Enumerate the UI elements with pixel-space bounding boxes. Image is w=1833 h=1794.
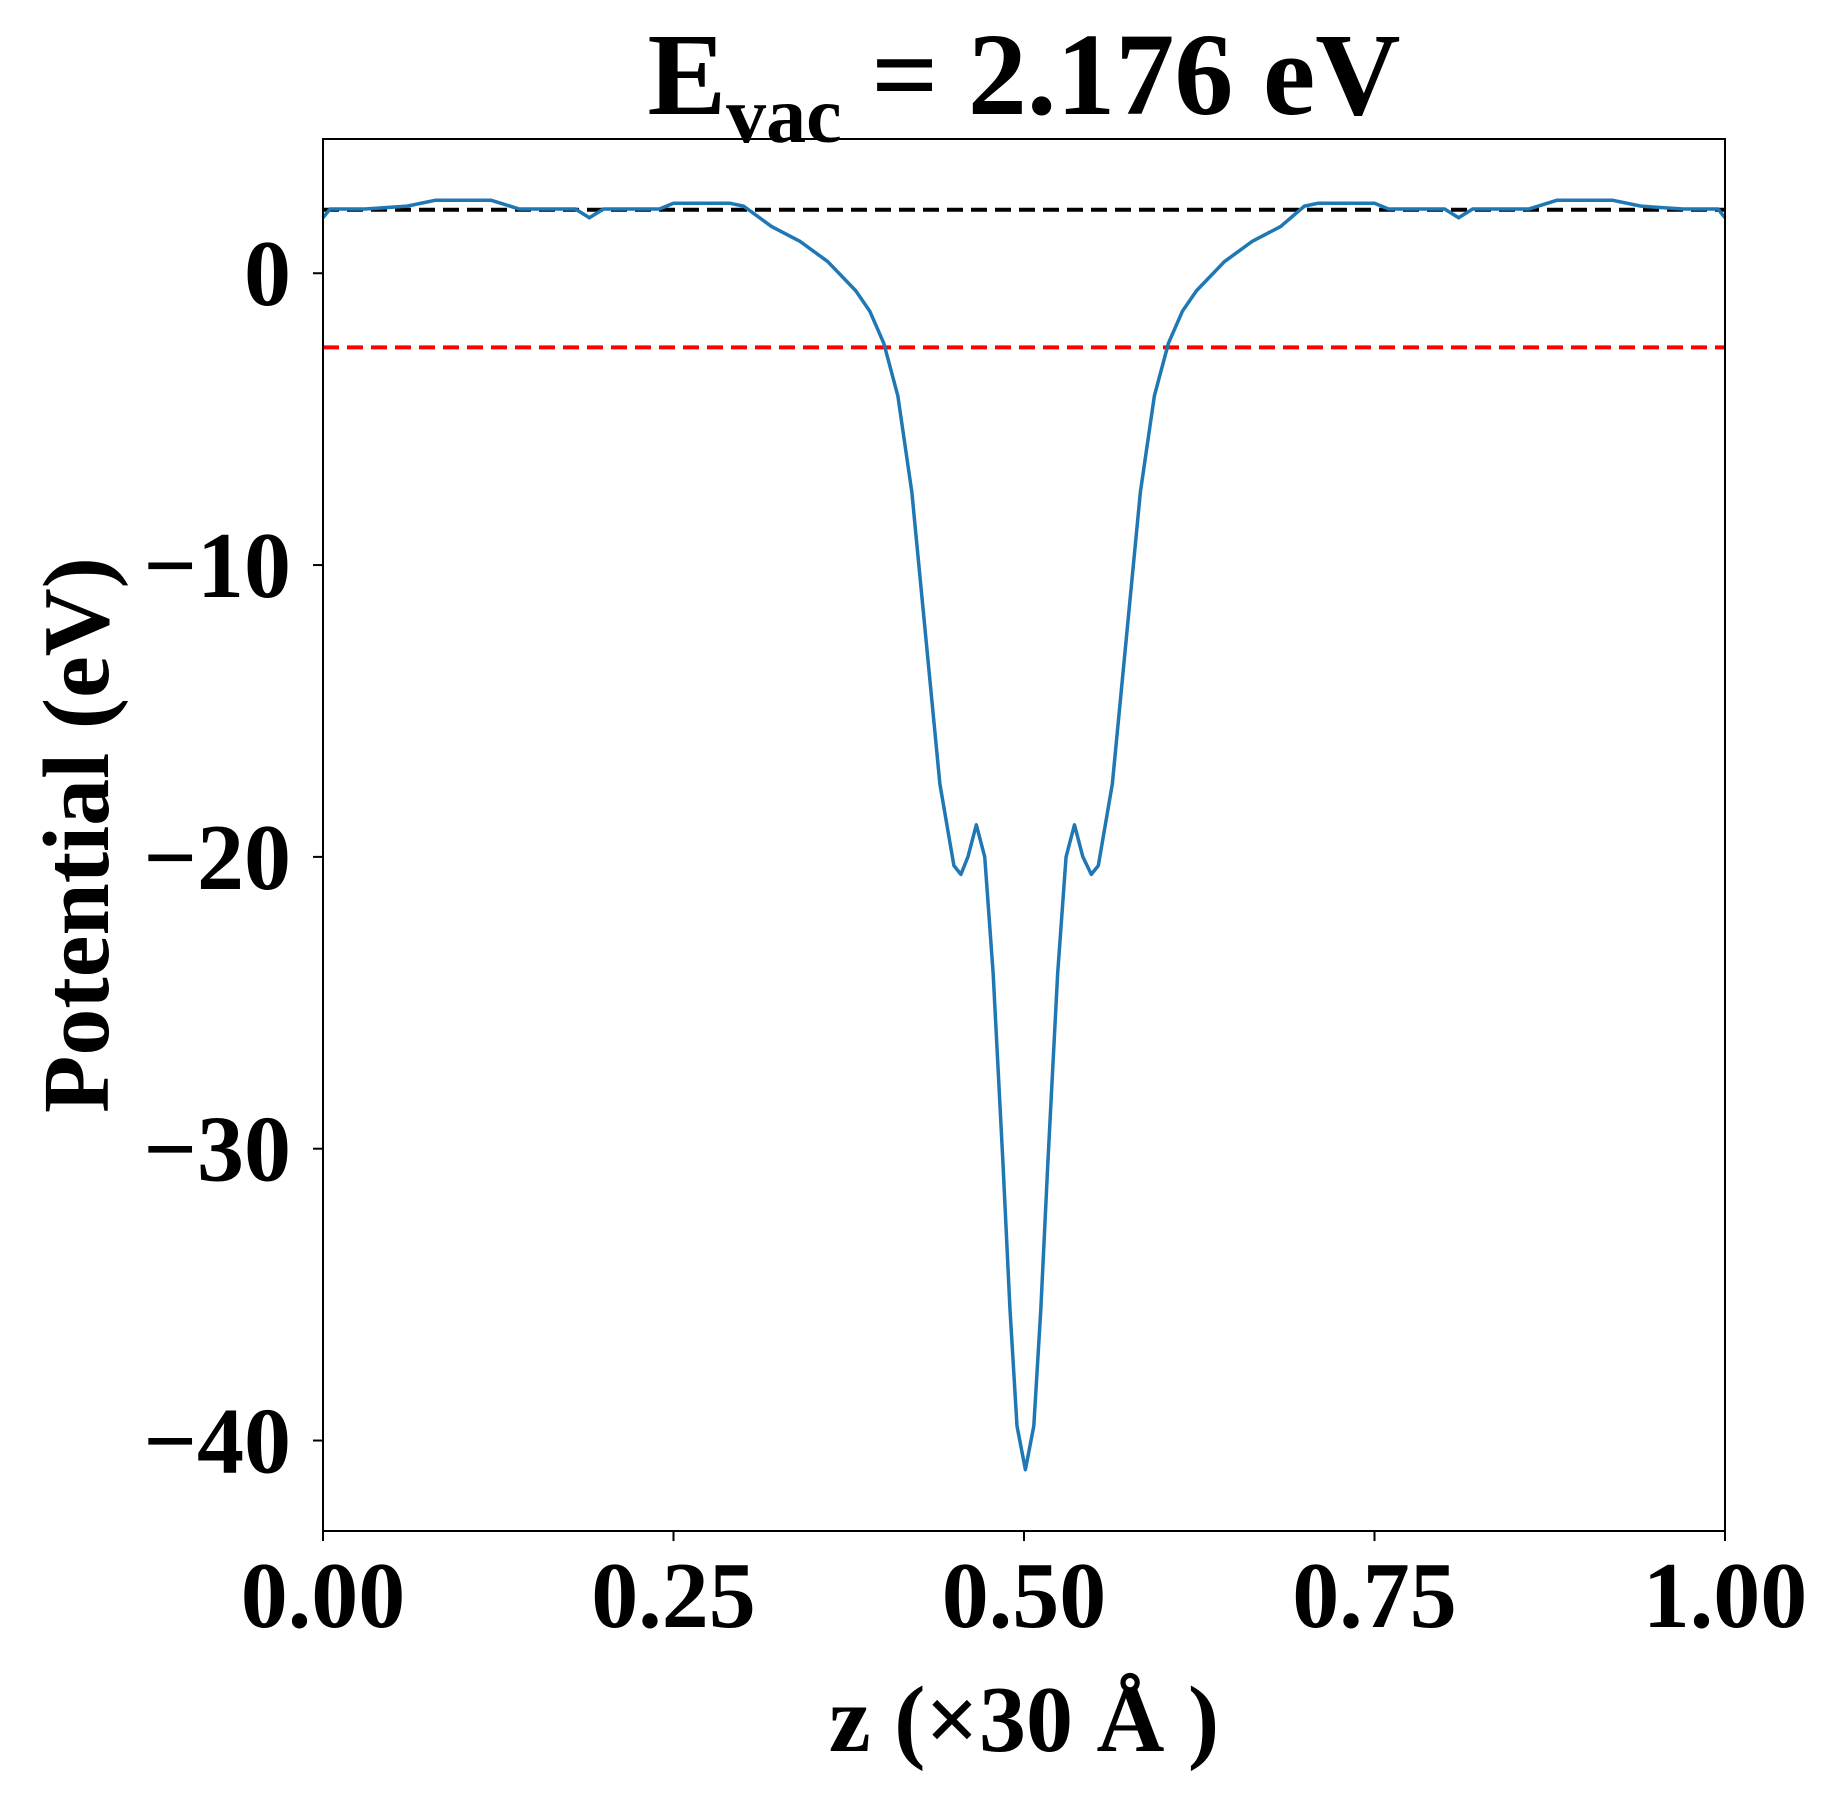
y-tick-label: 0 — [244, 222, 291, 326]
x-tick-label: 0.00 — [241, 1544, 406, 1648]
x-tick-label: 0.25 — [591, 1544, 756, 1648]
y-tick-label: −10 — [143, 514, 291, 618]
x-tick-label: 0.75 — [1292, 1544, 1457, 1648]
data-line — [321, 198, 1727, 1472]
y-tick-label: −40 — [143, 1390, 291, 1494]
plot-frame — [322, 138, 1726, 1532]
title-rest: = 2.176 eV — [842, 9, 1401, 140]
title-main: E — [647, 9, 726, 140]
y-tick-label: −30 — [143, 1098, 291, 1202]
y-axis-label: Potential (eV) — [25, 557, 129, 1113]
x-tick-label: 1.00 — [1643, 1544, 1808, 1648]
x-tick-label: 0.50 — [942, 1544, 1107, 1648]
chart-title: Evac = 2.176 eV — [647, 9, 1400, 160]
title-subscript: vac — [726, 72, 842, 160]
x-axis-label: z (×30 Å ) — [829, 1668, 1219, 1772]
y-tick-label: −20 — [143, 806, 291, 910]
